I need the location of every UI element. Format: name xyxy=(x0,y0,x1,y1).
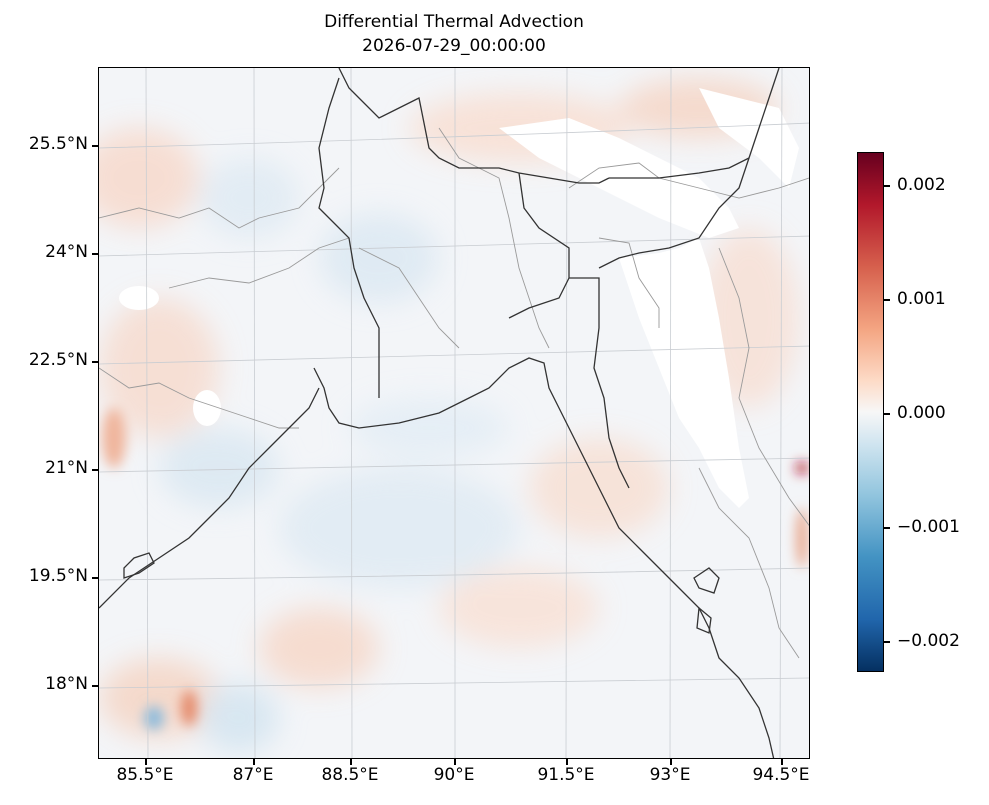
lat-tick xyxy=(92,577,98,579)
lat-label: 18°N xyxy=(45,674,88,694)
colorbar-label: 0.002 xyxy=(897,175,946,195)
map-title: Differential Thermal Advection xyxy=(324,12,584,32)
lon-label: 90°E xyxy=(433,765,475,785)
lat-label: 24°N xyxy=(45,242,88,262)
lon-label: 94.5°E xyxy=(752,765,810,785)
lon-label: 88.5°E xyxy=(321,765,379,785)
colorbar-tick xyxy=(884,185,890,187)
lat-label: 25.5°N xyxy=(28,134,88,154)
lon-tick xyxy=(781,759,783,765)
colorbar-tick xyxy=(884,299,890,301)
colorbar-label: 0.001 xyxy=(897,289,946,309)
lon-tick xyxy=(145,759,147,765)
colorbar-label: −0.001 xyxy=(897,517,960,537)
lat-tick xyxy=(92,469,98,471)
colorbar-tick xyxy=(884,527,890,529)
colorbar-tick xyxy=(884,641,890,643)
colorbar xyxy=(857,152,884,672)
lat-tick xyxy=(92,253,98,255)
lat-label: 22.5°N xyxy=(28,350,88,370)
lat-tick xyxy=(92,145,98,147)
colorbar-tick xyxy=(884,413,890,415)
lat-tick xyxy=(92,685,98,687)
colorbar-label: −0.002 xyxy=(897,631,960,651)
lat-label: 19.5°N xyxy=(28,566,88,586)
lon-label: 93°E xyxy=(649,765,691,785)
coastlines-and-borders xyxy=(99,68,780,758)
map-canvas xyxy=(99,68,809,758)
state-borders xyxy=(99,127,809,659)
map-panel xyxy=(98,67,810,759)
advection-hotspots xyxy=(102,408,808,730)
lon-tick xyxy=(566,759,568,765)
lon-tick xyxy=(670,759,672,765)
colorbar-label: 0.000 xyxy=(897,403,946,423)
lon-tick xyxy=(454,759,456,765)
lon-tick xyxy=(253,759,255,765)
lat-tick xyxy=(92,361,98,363)
lon-label: 91.5°E xyxy=(537,765,595,785)
lon-label: 87°E xyxy=(232,765,274,785)
graticule xyxy=(99,68,809,758)
lon-tick xyxy=(350,759,352,765)
map-subtitle: 2026-07-29_00:00:00 xyxy=(362,36,546,56)
lat-label: 21°N xyxy=(45,458,88,478)
lon-label: 85.5°E xyxy=(116,765,174,785)
